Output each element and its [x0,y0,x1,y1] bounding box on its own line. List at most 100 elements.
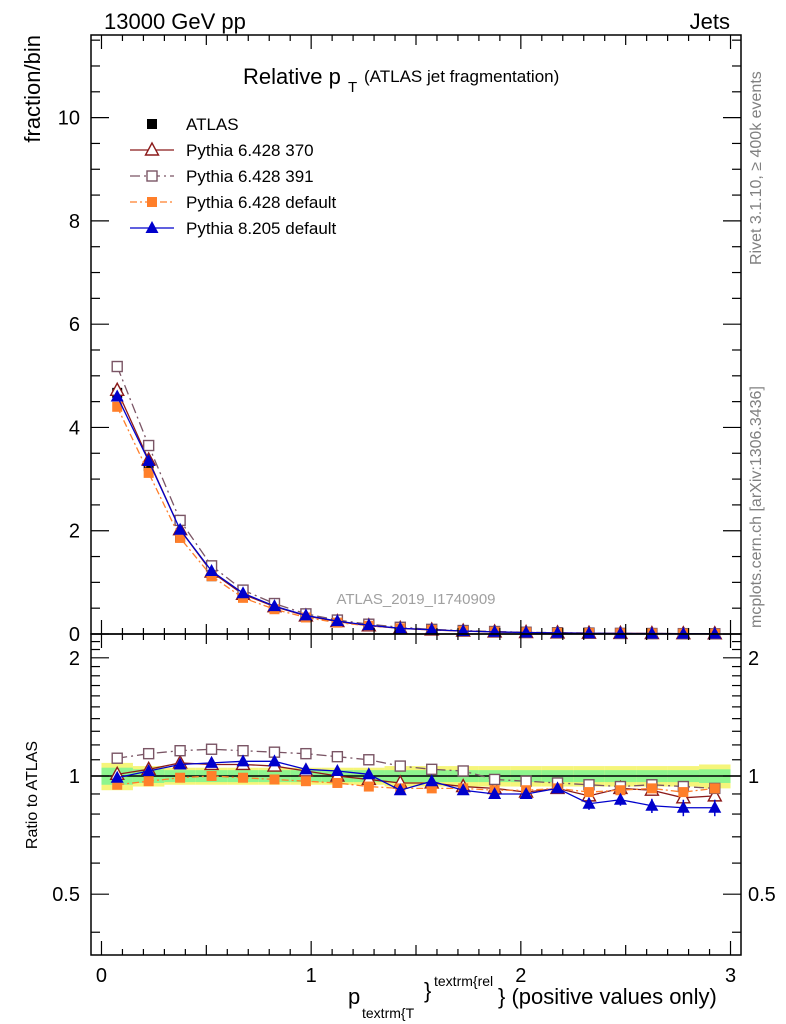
legend-p370-marker [144,141,160,156]
p8def-ratio-point [393,783,407,796]
p8def-main-point [142,454,156,467]
p8def-ratio-line [117,760,715,809]
p6def-ratio-point [363,781,374,792]
p8def-main-point [708,626,722,639]
p391-ratio-point [237,745,249,757]
legend-p6def-marker [147,197,157,207]
legend-atlas-marker [147,119,157,129]
x-label-sub: textrm{T [362,1005,415,1021]
legend-p8def-label: Pythia 8.205 default [186,219,337,238]
p391-ratio-point [488,773,501,786]
p8def-main-point [110,389,124,402]
p8def-ratio-point [456,783,470,796]
p391-ratio-point [205,743,218,755]
p8def-ratio-point [142,763,156,776]
p8def-ratio-point [645,798,659,811]
series-p8def [110,389,722,817]
legend-p370-label: Pythia 6.428 370 [186,141,314,160]
p391-ratio-point [331,750,344,763]
p8def-main-point [267,599,281,612]
legend-atlas-label: ATLAS [186,115,239,134]
p8def-main-point [205,564,219,577]
legend-p391-label: Pythia 6.428 391 [186,167,314,186]
ratio-axis-label: Ratio to ATLAS [24,741,41,849]
y-tick-label: 6 [69,314,80,336]
p6def-ratio-point [112,779,123,790]
p8def-ratio-point [362,767,376,780]
p6def-ratio-point [238,772,249,783]
p8def-ratio-point [488,786,502,799]
p6def-ratio-point [426,783,437,794]
y-tick-label: 0 [69,624,80,646]
x-tick-label: 0 [96,965,107,987]
p6def-main-point [175,532,186,543]
atlas-point [143,461,154,472]
p6def-main-point [112,401,123,412]
legend-p6def-label: Pythia 6.428 default [186,193,337,212]
p391-main-point [142,439,155,452]
p8def-main-point [393,621,407,634]
x-tick-label: 1 [306,965,317,987]
p6def-ratio-point [175,772,186,783]
p8def-main-point [613,626,627,639]
p8def-main-point [299,608,313,621]
p8def-ratio-point [613,792,627,805]
energy-label: 13000 GeV pp [104,9,246,34]
source-label: mcplots.cern.ch [arXiv:1306.3436] [748,386,765,628]
p8def-main-point [362,618,376,631]
ratio-tick-label-left: 1 [69,766,80,788]
p8def-ratio-point [299,762,313,775]
x-label-brace: } [424,978,431,1003]
p391-ratio-point [300,747,312,760]
p8def-ratio-point [551,781,565,794]
category-label: Jets [690,9,730,34]
x-label-sup: textrm{rel [434,973,493,989]
axes [90,34,742,956]
p6def-ratio-point [583,787,594,798]
p8def-ratio-point [236,754,250,767]
title-main: Relative p [243,64,341,89]
p6def-ratio-point [300,776,311,787]
p8def-ratio-point [519,786,533,799]
p6def-ratio-point [143,776,154,787]
p391-main-point [111,360,123,373]
p8def-ratio-point [330,763,344,776]
legend-p8def-marker [145,221,159,233]
series-p391 [111,360,721,795]
p8def-ratio-point [110,770,124,783]
p8def-main-point [676,626,690,639]
ratio-tick-label-left: 2 [69,648,80,670]
rivet-label: Rivet 3.1.10, ≥ 400k events [748,71,765,265]
p8def-ratio-point [205,755,219,768]
p8def-ratio-point [267,754,281,767]
p6def-ratio-point [615,785,626,796]
x-tick-label: 3 [725,965,736,987]
p391-ratio-point [457,765,469,777]
x-label-rest: } (positive values only) [498,984,717,1009]
p8def-main-point [551,625,565,638]
p8def-ratio-point [708,800,722,813]
title-rest: (ATLAS jet fragmentation) [364,67,559,86]
p6def-main-point [206,571,217,582]
p8def-ratio-point [425,774,439,787]
p8def-ratio-point [676,800,690,813]
title-sub: T [348,79,357,96]
p8def-main-point [425,622,439,635]
legend-p391-marker [146,170,158,182]
p6def-ratio-point [269,774,280,785]
ratio-tick-label-right: 2 [748,648,759,670]
p6def-main-point [143,467,154,478]
x-tick-label: 2 [515,965,526,987]
p8def-main-point [173,522,187,535]
p6def-ratio-line [117,775,715,793]
p391-ratio-point [520,775,532,787]
p6def-ratio-point [646,783,657,794]
y-axis-label: fraction/bin [20,35,45,143]
series-layer [109,360,723,817]
p391-ratio-point [363,754,375,766]
ratio-tick-label-right: 0.5 [748,884,776,906]
y-tick-label: 10 [58,108,80,130]
p8def-main-point [645,626,659,639]
x-label-p: p [348,984,360,1009]
